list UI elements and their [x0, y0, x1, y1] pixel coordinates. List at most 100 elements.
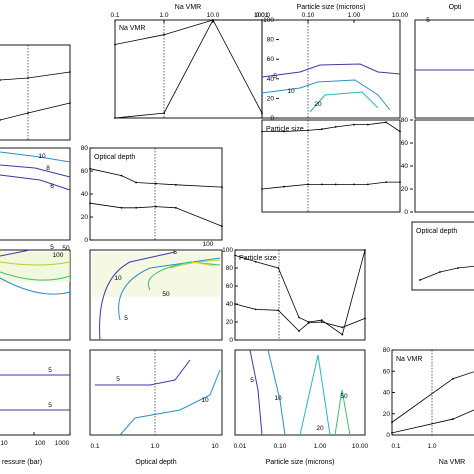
panel-na-vmr-top-series-1-point-1	[163, 112, 165, 114]
panel-r2c0-fill	[0, 252, 70, 282]
panel-na-vmr-top-yaxis-label-0: 0	[270, 115, 274, 122]
panel-particle-size-line-yaxis-label-0: 0	[404, 209, 408, 216]
panel-particle-size-line-title: Particle size	[266, 126, 304, 133]
panel-particle-size-lower-series-0-point-2	[277, 267, 280, 269]
panel-optical-depth-line-series-1-point-5	[221, 225, 223, 228]
panel-optical-depth-right-series-point-1	[439, 271, 441, 273]
panel-particle-size-line-yaxis-label-80: 80	[401, 117, 409, 124]
panel-particle-size-line-series-1-point-4	[334, 183, 337, 186]
panel-r2c1-label-5b: 5	[173, 249, 177, 256]
panel-na-vmr-top-yaxis-label-20: 20	[267, 95, 275, 102]
panel-r3c0-xlabel: ressure (bar)	[2, 459, 42, 466]
panel-na-vmr-top-xaxis-label-10.0: 10.0	[207, 12, 220, 19]
panel-r3c1-xtick-0.1: 0.1	[90, 443, 99, 450]
panel-r2c0-label-100: 100	[53, 252, 64, 259]
panel-na-vmr-lower-yaxis-label-60: 60	[383, 368, 391, 375]
panel-na-vmr-top-series-0	[114, 19, 262, 45]
panel-particle-size-lower-yaxis-label-40: 40	[226, 301, 234, 308]
panel-na-vmr-lower-yaxis-label-0: 0	[386, 432, 390, 439]
panel-r1c0-c6	[0, 174, 71, 191]
panel-particle-size-lower-series-1-point-6	[341, 326, 344, 329]
panel-particle-size-line-series-1-point-3	[320, 183, 323, 186]
panel-r3c1-c5	[95, 359, 191, 386]
panel-optical-depth-line-yaxis-label-0: 0	[84, 237, 88, 244]
panel-particle-size-lower-series-0-point-1	[254, 260, 257, 263]
panel-r0c0-series-1-point-0	[0, 79, 1, 81]
panel-na-vmr-lower-xtick-0.1: 0.1	[391, 443, 400, 450]
contour-label-5: 5	[273, 73, 277, 80]
panel-optical-depth-line-series-1-point-3	[155, 205, 157, 208]
panel-particle-size-lower-series-0	[234, 249, 366, 336]
panel-r3c0-label-5a: 5	[48, 367, 52, 374]
panel-particle-size-lower-yaxis-label-20: 20	[226, 319, 234, 326]
panel-na-vmr-top-series-1-point-2	[212, 19, 214, 21]
panel-r0c0-series-2-point-1	[27, 112, 29, 114]
panel-na-vmr-top-yaxis-label-60: 60	[267, 56, 275, 63]
panel-r0c0-series-1	[0, 71, 71, 81]
panel-particle-size-lower-series-0-point-5	[320, 319, 323, 322]
panel-r2c1-c100	[169, 259, 221, 269]
panel-particle-size-lower-series-1-point-1	[254, 308, 257, 311]
panel-r0c0-series-2	[0, 102, 71, 121]
panel-r0c0-series-1-point-2	[69, 71, 71, 73]
panel-r3c2-label-5: 5	[250, 377, 254, 384]
panel-r3c0-xtick-10: 10	[0, 440, 8, 447]
panel-r3c2-c20	[299, 354, 331, 436]
panel-na-vmr-lower-series-0	[391, 371, 474, 423]
panel-r3c2-label-50: 50	[340, 393, 348, 400]
panel-particle-contour-top-xlabel: Particle size (microns)	[297, 4, 366, 11]
panel-r3c1-label-10: 10	[201, 397, 209, 404]
panel-r1c0-label-6: 6	[50, 183, 54, 190]
panel-optical-depth-line-series-0-point-5	[221, 186, 223, 189]
panel-r2c1	[89, 249, 223, 341]
panel-r2c1-fill	[92, 252, 220, 297]
panel-particle-size-lower-series-1-point-2	[277, 309, 280, 312]
panel-particle-size-lower-yaxis-label-0: 0	[229, 337, 233, 344]
panel-particle-size-line	[261, 119, 401, 213]
panel-r3c2-xtick-10.00: 10.00	[352, 443, 369, 450]
panel-particle-size-lower-series-1-point-7	[364, 317, 366, 320]
panel-na-vmr-top-title: Na VMR	[119, 25, 145, 32]
panel-optical-depth-line-series-1-point-1	[120, 206, 123, 209]
panel-r2c1-label-5: 5	[124, 315, 128, 322]
panel-na-vmr-lower-yaxis-label-20: 20	[383, 411, 391, 418]
panel-particle-size-line-series-0-point-0	[261, 130, 263, 133]
panel-r0c3-xlabel: Opti	[449, 4, 462, 11]
panel-r2c0-c100	[0, 261, 71, 266]
panel-optical-depth-right-series-point-0	[419, 279, 421, 281]
panel-particle-size-line-series-1-point-7	[385, 181, 388, 184]
panel-na-vmr-lower-series-0-point-0	[391, 421, 393, 424]
contour-label-10: 10	[287, 88, 295, 95]
panel-r3c1	[89, 349, 223, 436]
panel-particle-size-line-yaxis-label-40: 40	[401, 163, 409, 170]
panel-na-vmr-top-xaxis-label-1.0: 1.0	[159, 12, 168, 19]
panel-particle-contour-top-xaxis-label-10.00: 10.00	[392, 12, 409, 19]
panel-na-vmr-top	[114, 19, 263, 119]
panel-r3c1-xtick-10: 10	[211, 443, 219, 450]
panel-r1c0-label-8: 8	[46, 165, 50, 172]
panel-particle-contour-top-xaxis-label-0.01: 0.01	[256, 12, 269, 19]
panel-optical-depth-line-series-0-point-1	[120, 174, 123, 177]
panel-particle-size-lower	[234, 249, 366, 341]
contour-20-line	[309, 91, 379, 113]
panel-r3c0-xtick-1000: 1000	[55, 440, 70, 447]
panel-r3c2-xtick-0.01: 0.01	[234, 443, 247, 450]
panel-particle-contour-top-xaxis-label-1.00: 1.00	[348, 12, 361, 19]
panel-optical-depth-right	[411, 221, 474, 291]
panel-r2c0	[0, 249, 71, 341]
panel-r3c2-xtick-0.10: 0.10	[274, 443, 287, 450]
panel-particle-contour-top-xaxis-label-0.10: 0.10	[302, 12, 315, 19]
panel-na-vmr-top-xaxis-label-0.1: 0.1	[110, 12, 119, 19]
panel-r1c0-c10	[0, 151, 71, 163]
panel-r2c1-label-50: 50	[162, 291, 170, 298]
panel-particle-size-lower-series-1-point-3	[298, 330, 300, 332]
panel-particle-size-line-series-1	[261, 181, 400, 190]
panel-r2c1-c50	[147, 261, 221, 291]
panel-na-vmr-top-yaxis-label-80: 80	[267, 37, 275, 44]
panel-optical-depth-line-yaxis-label-80: 80	[81, 145, 89, 152]
panel-na-vmr-top-series-1	[114, 19, 263, 119]
panel-r0c3	[414, 19, 474, 119]
panel-particle-size-line-series-1-point-1	[283, 185, 285, 188]
panel-particle-size-line-series-0-point-7	[385, 121, 388, 124]
panel-optical-depth-right-series	[419, 265, 474, 281]
